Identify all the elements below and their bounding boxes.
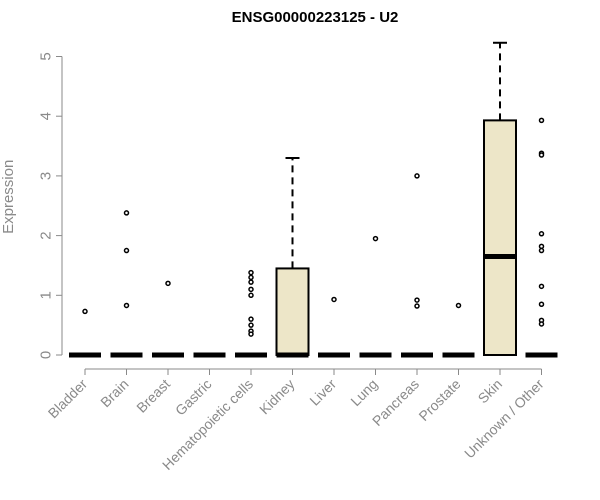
outlier-point [248, 286, 254, 293]
y-tick-label: 4 [38, 112, 55, 120]
outlier-point [414, 173, 420, 179]
outlier-point [538, 231, 545, 237]
y-tick-label: 5 [38, 52, 55, 60]
outlier-point [82, 308, 88, 315]
box-unknown-other [525, 117, 558, 358]
box-brain [110, 210, 143, 358]
box-bladder [69, 308, 101, 358]
box-hematopoietic-cells [235, 269, 267, 358]
y-tick-label: 3 [38, 172, 55, 180]
outlier-point [248, 269, 254, 276]
plot-area [69, 41, 558, 358]
box-prostate [442, 302, 475, 358]
outlier-point [538, 247, 545, 254]
outlier-point [248, 331, 254, 337]
y-tick-label: 1 [38, 291, 55, 299]
outlier-point [538, 301, 545, 308]
x-tick-label: Brain [97, 376, 131, 410]
x-tick-label: Kidney [256, 376, 298, 418]
y-axis-label: Expression [0, 160, 17, 234]
outlier-point [538, 321, 545, 327]
outlier-point [248, 279, 254, 285]
chart-title: ENSG00000223125 - U2 [232, 9, 399, 26]
outlier-point [248, 274, 254, 281]
box [483, 119, 517, 356]
outlier-point [123, 210, 130, 216]
outlier-point [538, 283, 545, 290]
x-tick-label: Unknown / Other [461, 376, 547, 462]
outlier-point [331, 296, 337, 303]
box-kidney [275, 156, 310, 358]
y-tick-label: 0 [38, 351, 55, 359]
box-liver [318, 296, 350, 358]
x-tick-label: Bladder [45, 376, 91, 422]
box-lung [359, 235, 392, 358]
outlier-point [248, 292, 254, 299]
y-tick-label: 2 [38, 231, 55, 239]
box-pancreas [401, 173, 433, 358]
outlier-point [165, 280, 171, 287]
outlier-point [414, 303, 420, 309]
box-skin [483, 41, 517, 356]
outlier-point [455, 302, 462, 309]
outlier-point [538, 243, 545, 250]
outlier-point [538, 117, 545, 124]
box-breast [152, 280, 184, 358]
outlier-point [538, 152, 545, 158]
outlier-point [123, 302, 130, 309]
x-tick-label: Prostate [415, 376, 463, 424]
outlier-point [372, 235, 379, 242]
x-tick-label: Liver [306, 376, 339, 409]
x-tick-label: Breast [133, 376, 173, 416]
box [275, 267, 310, 356]
outlier-point [414, 297, 420, 303]
x-tick-label: Lung [347, 376, 380, 409]
y-axis: 0 1 2 3 4 5 [38, 52, 63, 359]
x-tick-label: Skin [475, 376, 506, 407]
outlier-point [123, 247, 130, 254]
outlier-point [248, 316, 254, 322]
outlier-point [248, 322, 254, 328]
